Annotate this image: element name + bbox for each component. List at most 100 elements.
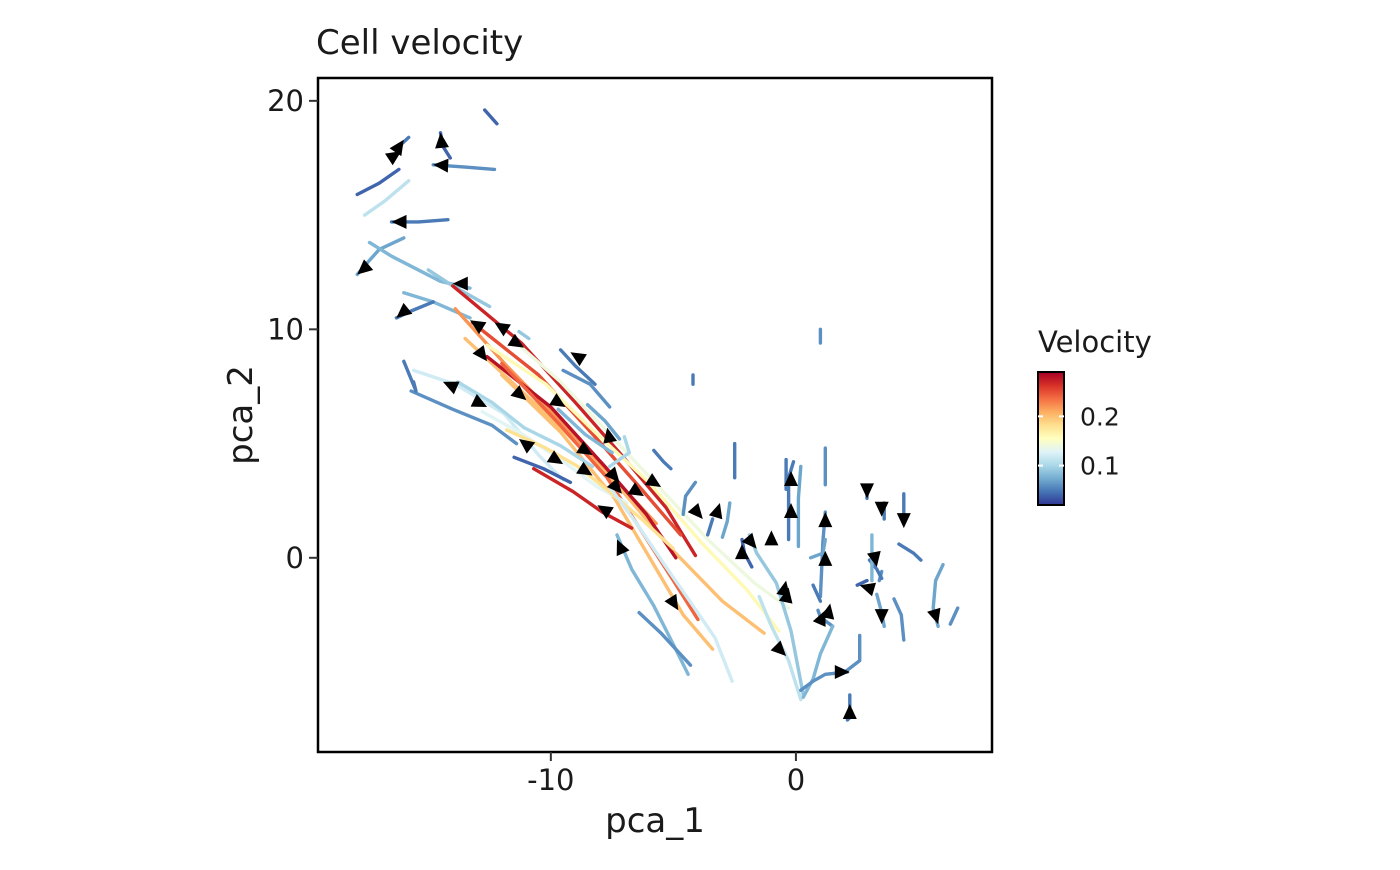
streamline-56: [801, 624, 835, 699]
streamline-4: [483, 108, 499, 126]
streamline-18: [485, 355, 678, 560]
streamline-33: [585, 403, 622, 441]
streamline-42: [747, 533, 805, 697]
streamline-29: [517, 329, 531, 341]
streamline-37: [608, 485, 734, 683]
arrowhead-13: [443, 381, 460, 395]
arrowhead-41: [860, 483, 874, 499]
streamline-32: [556, 407, 614, 455]
arrowhead-20: [576, 441, 593, 455]
streamline-26: [532, 467, 634, 530]
arrowhead-46: [874, 609, 889, 625]
x-tick-label-1: 0: [787, 763, 805, 797]
x-tick-label-0: -10: [527, 763, 574, 797]
streamline-20: [500, 373, 715, 651]
arrowhead-27: [616, 539, 630, 557]
arrowhead-29: [708, 503, 723, 520]
plot-panel-border: [316, 76, 994, 754]
streamline-31: [561, 368, 612, 409]
streamline-9: [426, 268, 492, 309]
streamline-35: [652, 448, 673, 471]
arrowhead-16: [549, 393, 566, 407]
streamline-41: [706, 517, 715, 537]
streamline-39: [637, 610, 693, 667]
streamline-5: [362, 179, 411, 217]
arrowhead-42: [874, 501, 889, 517]
y-tick-label-0: 0: [286, 541, 304, 575]
arrowhead-8: [470, 320, 487, 335]
y-tick-label-2: 20: [267, 84, 304, 118]
streamline-30: [558, 348, 597, 386]
streamline-68: [855, 578, 869, 587]
streamline-8: [367, 240, 472, 290]
arrowhead-36: [778, 587, 793, 604]
arrowhead-9: [494, 322, 511, 337]
arrowhead-19: [603, 427, 617, 444]
streamline-58: [843, 633, 862, 674]
streamline-23: [402, 359, 418, 393]
arrowhead-2: [435, 132, 449, 149]
streamlines-layer: [355, 108, 960, 722]
arrowhead-32: [764, 530, 779, 546]
x-axis-label: pca_1: [605, 801, 705, 841]
arrowhead-11: [570, 352, 587, 367]
arrowhead-38: [818, 550, 833, 566]
arrowhead-15: [510, 385, 527, 401]
arrowhead-4: [391, 214, 407, 229]
arrowhead-18: [546, 450, 564, 465]
colorbar: [1037, 371, 1065, 506]
colorbar-tick-label-0: 0.1: [1080, 452, 1120, 481]
streamline-67: [897, 542, 923, 562]
arrowhead-34: [784, 503, 798, 518]
streamline-28: [512, 455, 573, 485]
arrowhead-5: [357, 259, 374, 275]
arrowheads-layer: [357, 132, 941, 719]
arrowhead-50: [834, 665, 850, 679]
streamline-54: [811, 583, 823, 603]
arrowhead-3: [433, 158, 449, 173]
streamline-12: [451, 284, 698, 558]
x-axis: -10 0: [527, 752, 805, 797]
streamline-36: [681, 480, 698, 517]
streamline-22: [409, 389, 519, 446]
streamline-49: [796, 464, 803, 549]
arrowhead-23: [606, 477, 622, 494]
streamline-24: [456, 380, 595, 469]
arrowhead-21: [576, 461, 593, 476]
colorbar-ticks: 0.1 0.2: [1038, 402, 1120, 481]
arrowhead-24: [627, 482, 644, 497]
arrowhead-31: [741, 532, 757, 549]
streamline-13: [470, 320, 683, 537]
arrowhead-28: [687, 503, 703, 519]
streamline-66: [892, 597, 906, 642]
arrowhead-26: [597, 505, 614, 520]
arrowhead-44: [867, 550, 881, 567]
y-tick-label-1: 10: [267, 312, 304, 346]
arrowhead-14: [470, 394, 488, 407]
streamline-27: [505, 428, 676, 551]
arrowhead-22: [604, 466, 620, 483]
streamline-0: [355, 167, 401, 197]
arrowhead-49: [664, 593, 679, 611]
y-axis-label: pca_2: [221, 365, 261, 465]
y-axis: 0 10 20: [267, 84, 318, 575]
arrowhead-6: [396, 302, 413, 318]
chart-title: Cell velocity: [316, 23, 523, 63]
arrowhead-33: [784, 471, 798, 486]
arrowhead-1: [385, 151, 402, 166]
streamline-70: [948, 606, 960, 626]
streamline-40: [720, 501, 732, 539]
arrowhead-30: [735, 544, 749, 560]
arrowhead-17: [519, 439, 536, 454]
arrowhead-51: [842, 704, 857, 719]
arrowhead-25: [644, 473, 662, 487]
arrowhead-12: [472, 345, 488, 362]
streamline-34: [608, 435, 631, 469]
velocity-colorbar-legend: Velocity 0.1 0.2: [1037, 325, 1152, 506]
streamline-53: [808, 537, 827, 560]
streamline-17: [514, 341, 791, 610]
arrowhead-10: [507, 333, 524, 348]
arrowhead-47: [927, 607, 941, 625]
